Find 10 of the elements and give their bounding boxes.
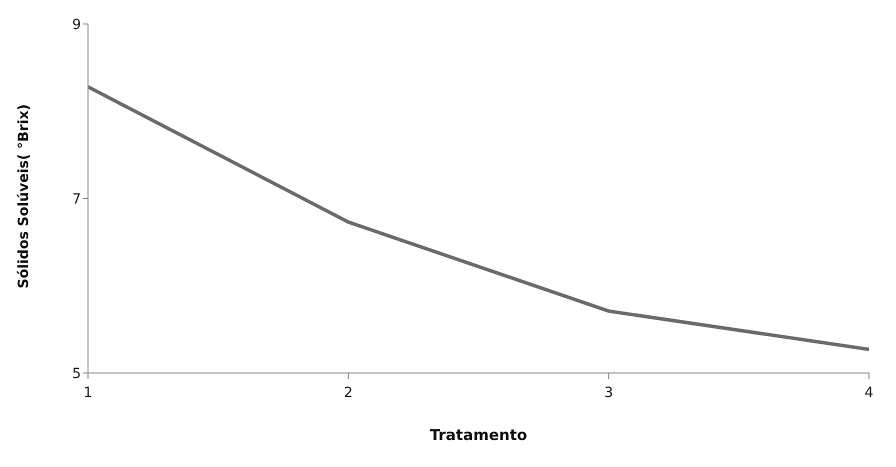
x-tick-label: 2: [344, 384, 353, 401]
y-tick-label: 7: [72, 191, 81, 208]
x-axis-title: Tratamento: [430, 426, 528, 444]
y-tick-label: 5: [72, 366, 81, 382]
x-tick-label: 1: [84, 384, 92, 401]
y-axis-title: Sólidos Solúveis( °Brix): [16, 104, 32, 288]
y-tick-label: 9: [72, 16, 81, 33]
line-series: [88, 85, 869, 352]
x-tick-label: 3: [604, 384, 614, 401]
x-tick-label: 4: [864, 384, 874, 401]
